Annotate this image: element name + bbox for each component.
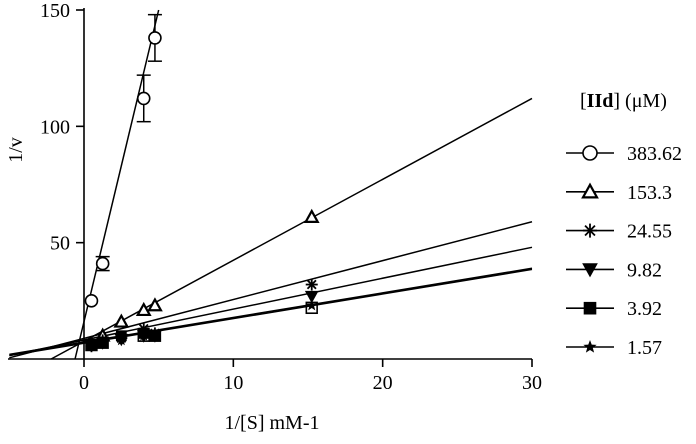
legend-label: 383.62 <box>627 143 682 165</box>
legend-label: 24.55 <box>627 221 672 243</box>
tick-labels: 0 10 20 30 50 100 150 <box>40 0 542 394</box>
triangle-shape <box>581 182 599 199</box>
data-point <box>96 336 109 349</box>
data-point <box>136 91 151 106</box>
data-point <box>135 301 152 317</box>
x-tick-label: 30 <box>522 372 542 394</box>
marker-filled-square <box>583 301 597 315</box>
legend-label: 1.57 <box>627 337 662 359</box>
marker-open-triangle <box>581 182 599 199</box>
legend-label: 9.82 <box>627 259 662 281</box>
data-point <box>113 313 130 328</box>
legend-title-right: ] (μM) <box>613 90 667 112</box>
marker-star <box>583 340 597 353</box>
data-point <box>147 297 163 312</box>
legend-item: 383.62 <box>566 143 682 165</box>
legend-item: 9.82 <box>566 259 662 281</box>
data-point <box>138 329 150 341</box>
triangle-shape <box>303 208 320 223</box>
legend-item: 24.55 <box>566 221 672 243</box>
data-point <box>304 290 319 304</box>
triangle-shape <box>147 297 163 312</box>
fit-line <box>50 97 533 360</box>
legend-title-left: [ <box>580 90 587 112</box>
y-tick-label: 50 <box>50 233 70 255</box>
legend-item: 3.92 <box>566 298 662 320</box>
x-axis-title: 1/[S] mM-1 <box>225 412 320 434</box>
y-axis-title: 1/v <box>5 137 27 163</box>
data-point <box>95 256 110 271</box>
legend-label: 3.92 <box>627 298 662 320</box>
y-tick-label: 100 <box>40 116 70 138</box>
legend-title-bold: IId <box>587 90 614 112</box>
x-tick-label: 10 <box>223 372 243 394</box>
data-point <box>96 336 109 348</box>
triangle-shape <box>135 301 152 317</box>
legend-title: [IId] (μM) <box>580 90 667 112</box>
legend: 383.62 153.3 24.55 9.82 3.92 1.57 <box>566 143 682 359</box>
legend-label: 153.3 <box>627 182 672 204</box>
triangle-shape <box>113 313 130 328</box>
asterisk-stroke <box>306 279 317 290</box>
data-points <box>84 31 320 353</box>
axes <box>8 8 533 367</box>
marker-asterisk <box>583 223 597 238</box>
x-tick-label: 20 <box>373 372 393 394</box>
data-point <box>115 334 128 346</box>
fit-lines <box>9 9 533 360</box>
data-point <box>303 208 320 223</box>
fit-line <box>9 221 533 359</box>
x-tick-label: 0 <box>79 372 89 394</box>
data-point <box>305 301 318 315</box>
marker-open-circle <box>582 145 598 161</box>
data-point <box>85 339 98 350</box>
y-tick-label: 150 <box>40 0 70 22</box>
asterisk-stroke <box>584 225 596 237</box>
data-point <box>148 329 162 342</box>
legend-item: 1.57 <box>566 337 662 359</box>
legend-item: 153.3 <box>566 182 672 204</box>
marker-filled-triangle-down <box>582 263 598 278</box>
data-point <box>306 299 318 311</box>
data-point <box>305 278 318 291</box>
data-point <box>149 329 161 341</box>
data-point <box>84 294 99 308</box>
data-point <box>148 31 162 45</box>
